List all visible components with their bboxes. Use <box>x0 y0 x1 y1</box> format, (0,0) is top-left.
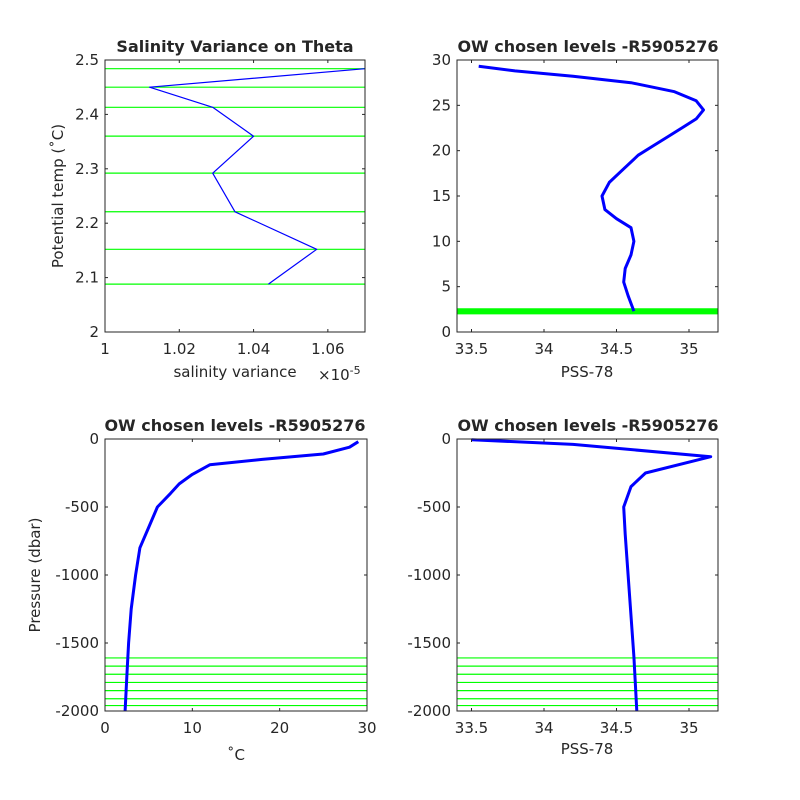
x-axis-exponent: ×10-5 <box>318 364 361 384</box>
axes-frame <box>456 438 719 712</box>
plot-area <box>105 440 367 712</box>
x-tick-label: 20 <box>270 719 289 737</box>
chart-temperature-pressure: OW chosen levels -R5905276 0 10 20 30 0 -500 -… <box>26 416 377 764</box>
x-tick-label: 10 <box>183 719 202 737</box>
y-tick-label: -1500 <box>407 634 451 652</box>
y-tick-label: 10 <box>432 232 451 250</box>
x-tick-label: 1 <box>100 340 110 358</box>
x-axis-label: PSS-78 <box>561 740 614 758</box>
y-tick-label: -1000 <box>55 566 99 584</box>
x-tick-label: 0 <box>100 719 110 737</box>
chart-salinity-theta: OW chosen levels -R5905276 33.5 34 34.5 35 0… <box>432 37 719 381</box>
axis-ticks: 33.5 34 34.5 35 0 -500 -1000 -1500 -2000 <box>407 430 718 737</box>
x-axis-label: ˚C <box>227 746 245 764</box>
y-tick-label: 30 <box>432 51 451 69</box>
x-axis-label: PSS-78 <box>561 363 614 381</box>
y-tick-label: 20 <box>432 142 451 160</box>
chart-title: OW chosen levels -R5905276 <box>457 37 718 56</box>
x-tick-label: 34 <box>534 340 553 358</box>
axis-ticks: 33.5 34 34.5 35 0 5 10 15 20 25 30 <box>432 51 718 358</box>
chart-title: OW chosen levels -R5905276 <box>104 416 365 435</box>
x-tick-label: 34.5 <box>600 340 633 358</box>
y-tick-label: 15 <box>432 187 451 205</box>
chart-salinity-pressure: OW chosen levels -R5905276 33.5 34 34.5 35 0… <box>407 416 718 758</box>
y-tick-label: 0 <box>441 323 451 341</box>
y-tick-label: 2 <box>89 323 99 341</box>
x-tick-label: 1.02 <box>163 340 196 358</box>
y-tick-label: -1500 <box>55 634 99 652</box>
x-tick-label: 35 <box>679 719 698 737</box>
x-tick-label: 33.5 <box>455 719 488 737</box>
y-axis-label: Pressure (dbar) <box>26 518 44 633</box>
chart-title: Salinity Variance on Theta <box>116 37 353 56</box>
series-line <box>149 68 366 285</box>
y-tick-label: 25 <box>432 96 451 114</box>
y-tick-label: -1000 <box>407 566 451 584</box>
y-tick-label: 2.4 <box>75 105 99 123</box>
x-tick-label: 34.5 <box>600 719 633 737</box>
y-tick-label: 2.1 <box>75 269 99 287</box>
y-tick-label: -2000 <box>55 702 99 720</box>
series-line <box>471 438 713 712</box>
y-tick-label: 0 <box>89 430 99 448</box>
x-tick-label: 1.04 <box>237 340 270 358</box>
y-tick-label: -2000 <box>407 702 451 720</box>
plot-area <box>457 438 718 712</box>
x-tick-label: 34 <box>534 719 553 737</box>
axis-ticks: 0 10 20 30 0 -500 -1000 -1500 -2000 <box>55 430 376 737</box>
plot-area <box>457 64 718 315</box>
series-line <box>123 440 360 712</box>
axes-frame <box>456 59 719 333</box>
y-tick-label: 2.3 <box>75 160 99 178</box>
x-tick-label: 35 <box>679 340 698 358</box>
x-tick-label: 30 <box>357 719 376 737</box>
y-tick-label: 5 <box>441 278 451 296</box>
x-axis-exponent-base: ×10 <box>318 366 350 384</box>
axes-frame <box>104 59 366 333</box>
y-tick-label: -500 <box>417 498 451 516</box>
axes-frame <box>104 438 368 712</box>
y-tick-label: 0 <box>441 430 451 448</box>
y-tick-label: 2.5 <box>75 51 99 69</box>
y-axis-label: Potential temp (˚C) <box>49 124 67 268</box>
x-axis-exponent-power: -5 <box>350 364 361 377</box>
plot-area <box>105 68 366 285</box>
y-tick-label: 2.2 <box>75 214 99 232</box>
axis-ticks: 1 1.02 1.04 1.06 2 2.1 2.2 2.3 2.4 2.5 <box>75 51 365 358</box>
x-tick-label: 1.06 <box>311 340 344 358</box>
chart-salinity-variance: Salinity Variance on Theta 1 1.02 1.04 1.06… <box>49 37 366 384</box>
x-tick-label: 33.5 <box>455 340 488 358</box>
chart-title: OW chosen levels -R5905276 <box>457 416 718 435</box>
series-line <box>478 64 705 312</box>
y-tick-label: -500 <box>65 498 99 516</box>
x-axis-label: salinity variance <box>173 363 296 381</box>
